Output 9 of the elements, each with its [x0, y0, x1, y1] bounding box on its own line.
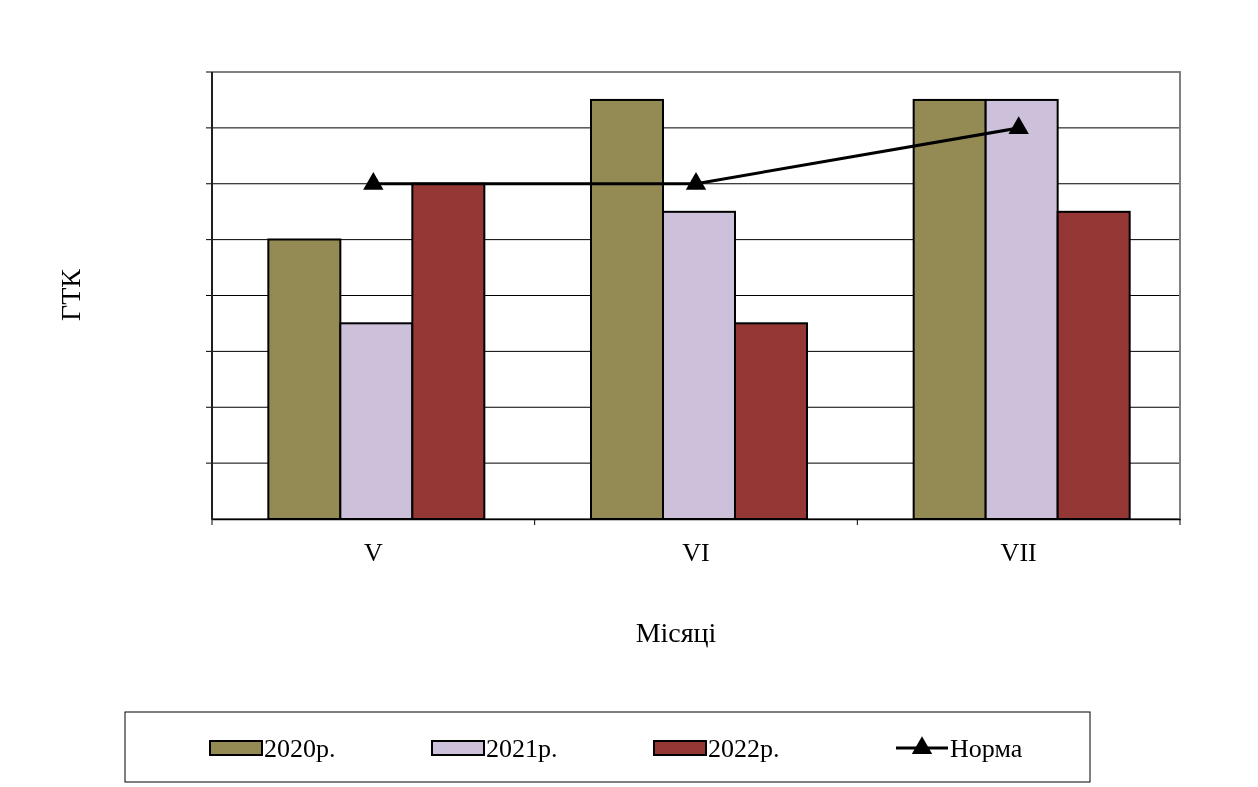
legend-label: 2021р. [486, 734, 558, 763]
x-axis-title: Місяці [635, 617, 717, 648]
y-axis-title: ГТК [55, 268, 86, 321]
legend-label: 2022р. [708, 734, 780, 763]
x-tick-label: VI [682, 538, 710, 567]
legend-label: 2020р. [264, 734, 336, 763]
legend-label: Норма [950, 734, 1023, 763]
x-tick-label: V [363, 538, 383, 567]
x-tick-label: VII [1000, 538, 1037, 567]
